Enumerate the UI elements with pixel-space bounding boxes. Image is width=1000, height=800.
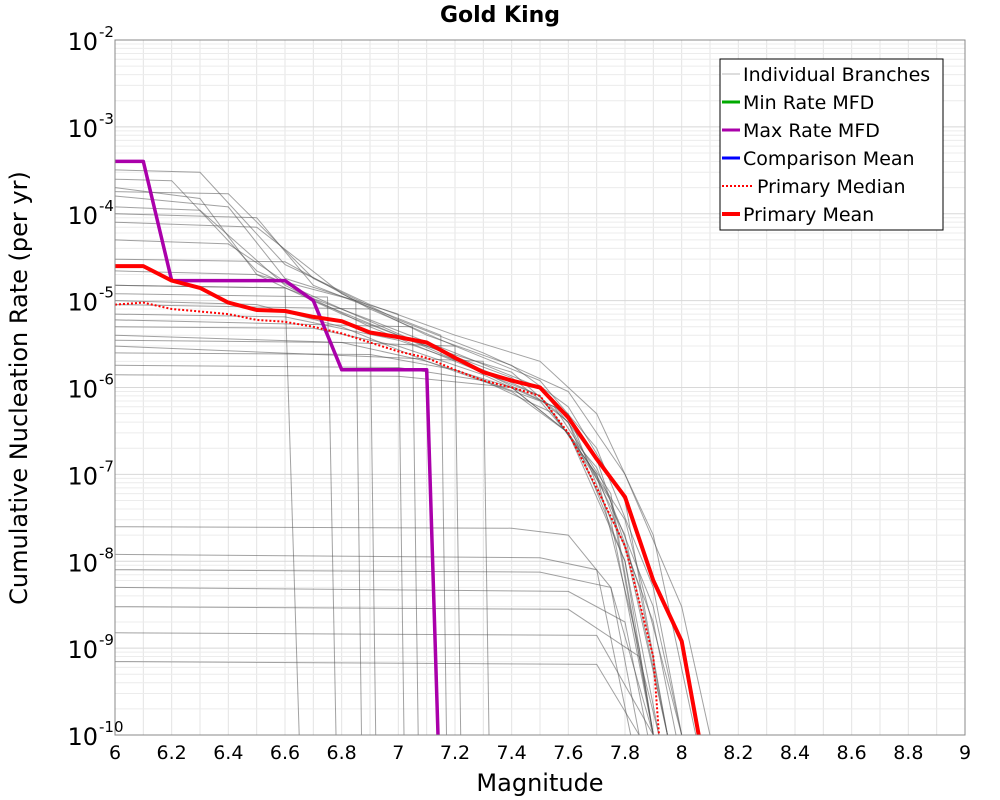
branch-line <box>114 606 660 736</box>
y-tick-exponent: -10 <box>99 718 124 736</box>
x-tick-label: 7.4 <box>497 742 527 764</box>
x-tick-label: 8.2 <box>723 742 753 764</box>
x-tick-label: 7.2 <box>440 742 470 764</box>
x-tick-label: 6.8 <box>327 742 357 764</box>
y-tick-base: 10 <box>67 376 98 404</box>
branch-line <box>114 661 640 736</box>
legend-label: Individual Branches <box>743 64 930 86</box>
branch-line <box>114 169 697 736</box>
x-tick-label: 8.4 <box>780 742 810 764</box>
x-tick-label: 6.2 <box>157 742 187 764</box>
y-tick-exponent: -3 <box>99 110 114 128</box>
branch-line <box>114 364 654 736</box>
y-tick-exponent: -9 <box>99 631 114 649</box>
x-tick-labels: 6 6.2 6.4 6.6 6.8 7 7.2 7.4 7.6 7.8 8 8.2 8.4 8.6 8.8 9 <box>109 742 971 764</box>
y-tick-exponent: -7 <box>99 457 114 475</box>
y-tick-exponent: -6 <box>99 371 114 389</box>
x-tick-label: 7 <box>392 742 404 764</box>
branch-line <box>114 526 640 736</box>
y-tick-exponent: -8 <box>99 544 114 562</box>
branch-line <box>114 632 654 736</box>
y-tick-base: 10 <box>67 28 98 56</box>
legend-label: Min Rate MFD <box>743 92 874 114</box>
x-tick-label: 6.6 <box>270 742 300 764</box>
branch-line <box>114 187 362 736</box>
x-tick-label: 7.8 <box>610 742 640 764</box>
y-tick-base: 10 <box>67 202 98 230</box>
branch-line <box>114 304 377 736</box>
legend-label: Primary Mean <box>743 204 874 226</box>
branch-line <box>114 213 447 736</box>
primary-mean-line <box>115 264 701 736</box>
legend: Individual Branches Min Rate MFD Max Rate … <box>719 58 944 231</box>
branch-line <box>114 345 490 736</box>
x-tick-label: 8 <box>676 742 688 764</box>
y-tick-exponent: -4 <box>99 197 114 215</box>
x-tick-label: 6 <box>109 742 121 764</box>
series-lines <box>114 159 701 736</box>
chart-title: Gold King <box>440 3 560 28</box>
y-tick-exponent: -5 <box>99 284 114 302</box>
branch-line <box>114 284 300 736</box>
y-tick-base: 10 <box>67 549 98 577</box>
branch-line <box>114 258 683 736</box>
x-axis-label: Magnitude <box>476 769 603 797</box>
plot-frame <box>114 39 966 736</box>
branch-line <box>114 586 649 736</box>
legend-label: Primary Median <box>757 176 906 198</box>
branch-line <box>114 191 711 736</box>
x-tick-label: 8.6 <box>837 742 867 764</box>
y-tick-exponent: -2 <box>99 23 114 41</box>
grid <box>114 40 966 736</box>
y-tick-base: 10 <box>67 462 98 490</box>
legend-label: Comparison Mean <box>743 148 915 170</box>
legend-label: Max Rate MFD <box>743 120 880 142</box>
legend-box <box>719 58 944 231</box>
y-tick-base: 10 <box>67 289 98 317</box>
primary-median-line <box>114 301 660 736</box>
y-tick-base: 10 <box>67 723 98 751</box>
branch-line <box>114 334 462 736</box>
y-tick-base: 10 <box>67 636 98 664</box>
branch-line <box>114 300 683 736</box>
max-rate-mfd-line <box>115 159 440 736</box>
branch-line <box>114 553 632 736</box>
branch-line <box>114 569 654 736</box>
x-tick-label: 7.6 <box>553 742 583 764</box>
individual-branches <box>114 169 711 736</box>
y-tick-base: 10 <box>67 115 98 143</box>
y-axis-label: Cumulative Nucleation Rate (per yr) <box>5 171 33 605</box>
branch-line <box>114 374 668 736</box>
branch-line <box>114 313 677 736</box>
x-tick-label: 6.4 <box>213 742 243 764</box>
branch-line <box>114 195 405 736</box>
x-tick-label: 9 <box>959 742 971 764</box>
branch-line <box>114 293 337 736</box>
branch-line <box>114 319 419 736</box>
branch-line <box>114 352 683 736</box>
x-tick-label: 8.8 <box>893 742 923 764</box>
